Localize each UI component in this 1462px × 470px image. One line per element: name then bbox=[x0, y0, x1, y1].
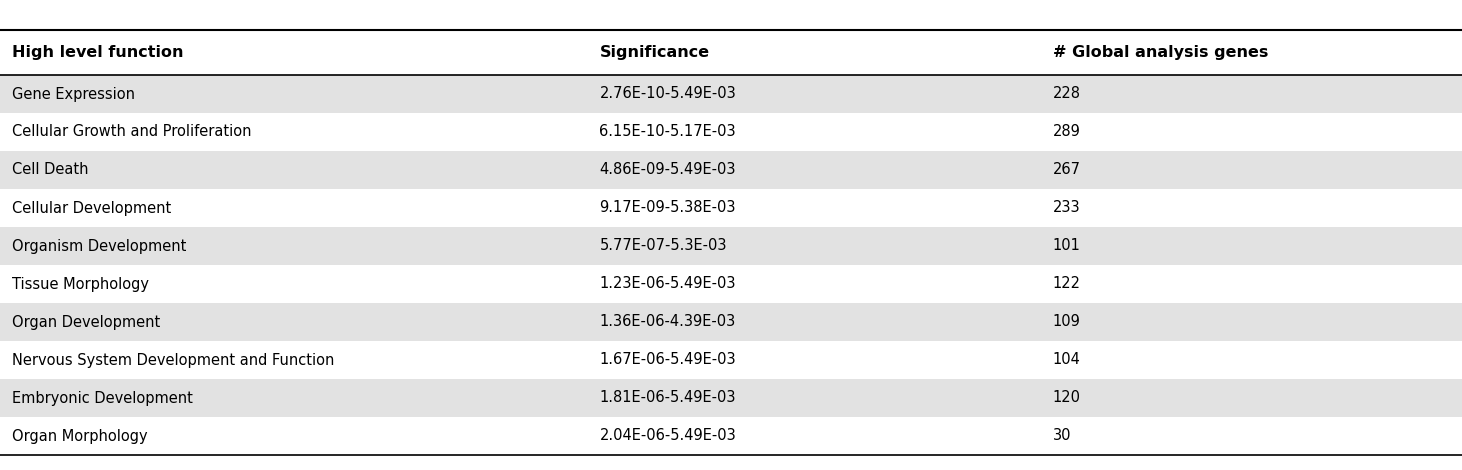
Text: Organism Development: Organism Development bbox=[12, 238, 186, 253]
Text: 1.81E-06-5.49E-03: 1.81E-06-5.49E-03 bbox=[599, 391, 735, 406]
Bar bbox=[0, 227, 1462, 265]
Bar bbox=[0, 75, 1462, 113]
Text: 6.15E-10-5.17E-03: 6.15E-10-5.17E-03 bbox=[599, 125, 735, 140]
Text: 1.36E-06-4.39E-03: 1.36E-06-4.39E-03 bbox=[599, 314, 735, 329]
Text: Gene Expression: Gene Expression bbox=[12, 86, 135, 102]
Text: 267: 267 bbox=[1053, 163, 1080, 178]
Bar bbox=[0, 113, 1462, 151]
Text: 30: 30 bbox=[1053, 429, 1072, 444]
Text: 1.67E-06-5.49E-03: 1.67E-06-5.49E-03 bbox=[599, 352, 735, 368]
Text: Significance: Significance bbox=[599, 45, 709, 60]
Text: Cell Death: Cell Death bbox=[12, 163, 88, 178]
Text: 2.04E-06-5.49E-03: 2.04E-06-5.49E-03 bbox=[599, 429, 737, 444]
Text: Embryonic Development: Embryonic Development bbox=[12, 391, 193, 406]
Text: 2.76E-10-5.49E-03: 2.76E-10-5.49E-03 bbox=[599, 86, 737, 102]
Text: 109: 109 bbox=[1053, 314, 1080, 329]
Text: 122: 122 bbox=[1053, 276, 1080, 291]
Text: 120: 120 bbox=[1053, 391, 1080, 406]
Bar bbox=[0, 189, 1462, 227]
Text: Cellular Growth and Proliferation: Cellular Growth and Proliferation bbox=[12, 125, 251, 140]
Text: Cellular Development: Cellular Development bbox=[12, 201, 171, 216]
Text: 9.17E-09-5.38E-03: 9.17E-09-5.38E-03 bbox=[599, 201, 735, 216]
Text: High level function: High level function bbox=[12, 45, 183, 60]
Bar bbox=[0, 417, 1462, 455]
Bar bbox=[0, 151, 1462, 189]
Text: Organ Development: Organ Development bbox=[12, 314, 159, 329]
Text: 4.86E-09-5.49E-03: 4.86E-09-5.49E-03 bbox=[599, 163, 735, 178]
Bar bbox=[0, 265, 1462, 303]
Text: 5.77E-07-5.3E-03: 5.77E-07-5.3E-03 bbox=[599, 238, 727, 253]
Text: 104: 104 bbox=[1053, 352, 1080, 368]
Text: 233: 233 bbox=[1053, 201, 1080, 216]
Bar bbox=[0, 379, 1462, 417]
Text: 228: 228 bbox=[1053, 86, 1080, 102]
Text: Nervous System Development and Function: Nervous System Development and Function bbox=[12, 352, 335, 368]
Text: 289: 289 bbox=[1053, 125, 1080, 140]
Text: # Global analysis genes: # Global analysis genes bbox=[1053, 45, 1268, 60]
Text: 1.23E-06-5.49E-03: 1.23E-06-5.49E-03 bbox=[599, 276, 735, 291]
Bar bbox=[0, 341, 1462, 379]
Text: Tissue Morphology: Tissue Morphology bbox=[12, 276, 149, 291]
Text: 101: 101 bbox=[1053, 238, 1080, 253]
Text: Organ Morphology: Organ Morphology bbox=[12, 429, 148, 444]
Bar bbox=[0, 303, 1462, 341]
